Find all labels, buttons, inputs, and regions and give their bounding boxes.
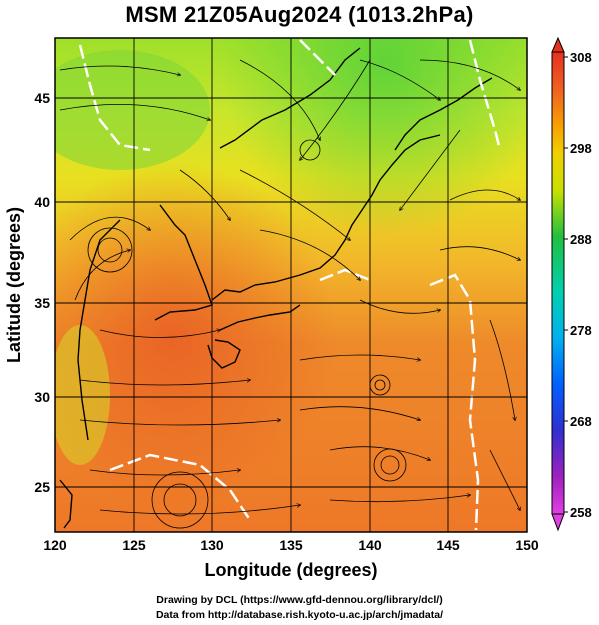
colorbar-top-arrow xyxy=(551,36,565,53)
lat-lon-grid xyxy=(55,38,527,532)
x-tick: 145 xyxy=(436,537,460,553)
x-tick: 125 xyxy=(122,537,146,553)
colorbar-gradient xyxy=(551,51,565,515)
vortices xyxy=(87,139,407,529)
x-tick: 130 xyxy=(200,537,224,553)
map-title: MSM 21Z05Aug2024 (1013.2hPa) xyxy=(125,2,474,27)
wind-streamlines xyxy=(59,59,520,515)
isotherm-contours xyxy=(78,39,502,531)
plot-frame xyxy=(54,37,528,533)
colorbar-tick: 278 xyxy=(570,323,592,338)
colorbar-tick: 298 xyxy=(570,141,592,156)
colorbar: 308 298 288 278 268 258 xyxy=(551,36,592,532)
coastlines xyxy=(59,47,493,529)
credit-data-source: Data from http://database.rish.kyoto-u.a… xyxy=(155,609,444,621)
y-axis-title: Latitude (degrees) xyxy=(4,207,24,363)
x-axis-title: Longitude (degrees) xyxy=(204,560,377,580)
colorbar-tick: 308 xyxy=(570,50,592,65)
colorbar-tick: 258 xyxy=(570,505,592,520)
y-tick: 30 xyxy=(34,389,50,405)
y-tick: 45 xyxy=(34,90,50,106)
colorbar-tick: 268 xyxy=(570,414,592,429)
credit-dcl: Drawing by DCL (https://www.gfd-dennou.o… xyxy=(156,594,443,606)
x-tick: 150 xyxy=(515,537,539,553)
y-tick: 35 xyxy=(34,295,50,311)
x-tick: 120 xyxy=(43,537,67,553)
colorbar-tick: 288 xyxy=(570,232,592,247)
x-tick: 140 xyxy=(358,537,382,553)
x-tick: 135 xyxy=(279,537,303,553)
y-tick: 25 xyxy=(34,479,50,495)
y-tick-labels: 25 30 35 40 45 xyxy=(34,90,50,495)
y-tick: 40 xyxy=(34,194,50,210)
colorbar-bottom-arrow xyxy=(551,513,565,532)
x-tick-labels: 120 125 130 135 140 145 150 xyxy=(43,537,539,553)
